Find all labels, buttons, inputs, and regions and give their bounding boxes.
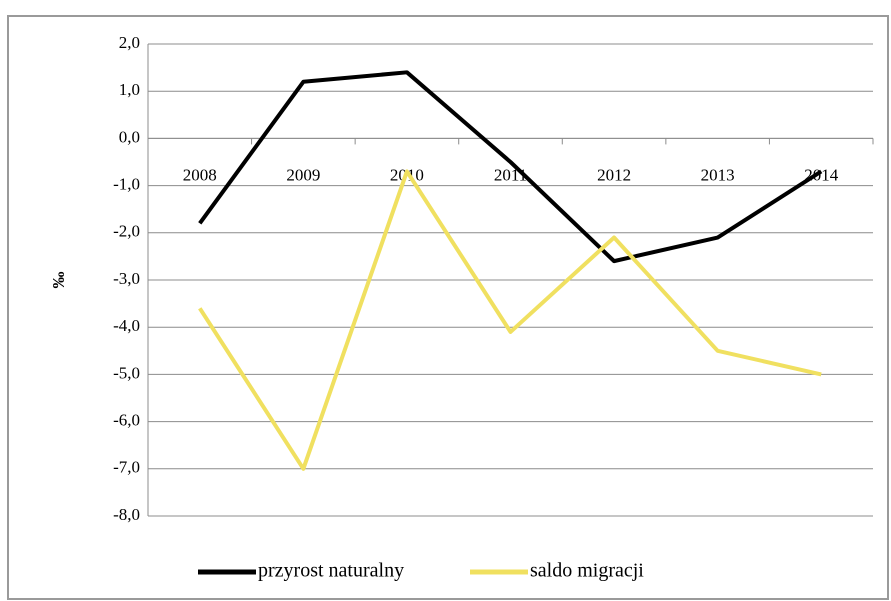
y-tick-label: -7,0: [113, 458, 140, 477]
y-tick-label: -1,0: [113, 175, 140, 194]
y-tick-label: -6,0: [113, 411, 140, 430]
x-tick-label: 2014: [804, 165, 839, 184]
y-tick-label: 1,0: [119, 80, 140, 99]
legend-label: saldo migracji: [530, 560, 644, 582]
y-tick-label: 2,0: [119, 33, 140, 52]
x-tick-label: 2012: [597, 165, 631, 184]
y-tick-label: -4,0: [113, 316, 140, 335]
y-tick-label: -2,0: [113, 222, 140, 241]
line-series: [198, 70, 823, 264]
y-tick-label: 0,0: [119, 127, 140, 146]
line-series: [198, 169, 822, 471]
x-tick-label: 2009: [286, 165, 320, 184]
x-tick-label: 2008: [183, 165, 217, 184]
x-tick-label: 2013: [701, 165, 735, 184]
legend-label: przyrost naturalny: [258, 560, 404, 582]
y-tick-label: -5,0: [113, 363, 140, 382]
y-axis-label: ‰: [49, 272, 68, 289]
y-tick-label: -8,0: [113, 505, 140, 524]
chart-frame: [7, 15, 889, 600]
y-tick-label: -3,0: [113, 269, 140, 288]
